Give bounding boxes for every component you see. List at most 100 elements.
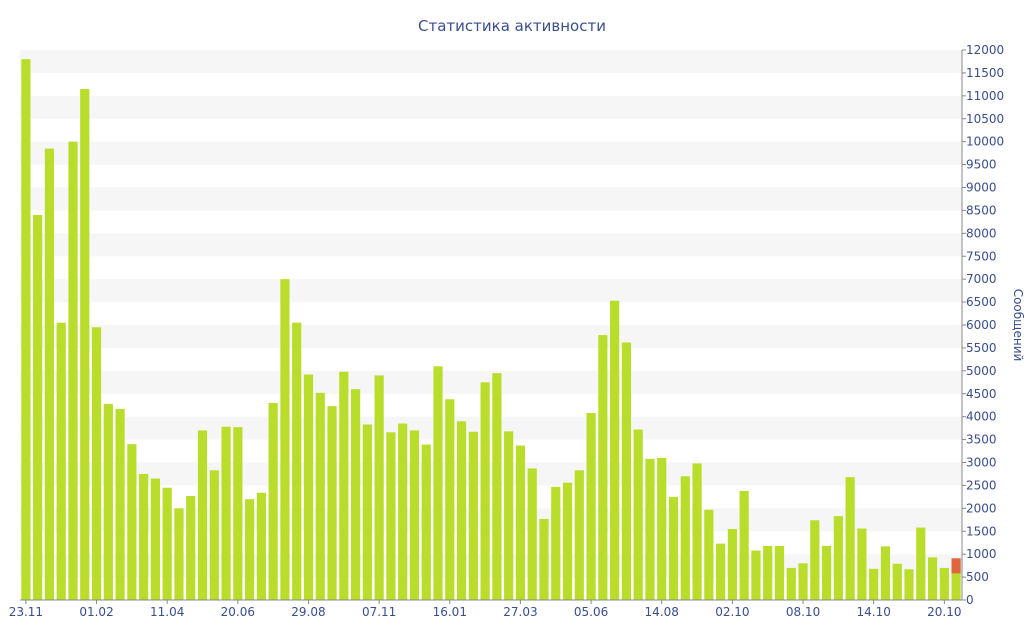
bar [704,509,714,600]
x-tick-label: 20.10 [927,605,961,619]
bar [810,520,820,600]
bar [833,516,843,601]
bar [268,402,278,600]
bar [56,322,66,600]
y-tick-label: 3500 [966,433,997,447]
bar [586,413,596,600]
bar [621,342,631,600]
x-tick-label: 11.04 [150,605,184,619]
y-tick-label: 5500 [966,341,997,355]
bar [33,215,43,600]
chart-title: Статистика активности [418,17,606,35]
bar [186,495,196,600]
y-tick-labels: 0 500 1000 1500 2000 2500 3000 3500 4000 4500 5000… [962,43,1004,607]
bar [80,88,90,601]
bar [21,59,31,601]
grid-bands [20,50,962,578]
grid-band [20,370,962,394]
bar [857,528,867,600]
x-tick-labels: 23.11 01.02 11.04 20.06 29.08 07.11 16.01 27.03… [9,600,962,619]
bar [209,470,219,600]
bar [421,444,431,601]
y-tick-label: 1500 [966,524,997,538]
y-tick-label: 5000 [966,364,997,378]
bar [91,327,102,600]
grid-band [20,187,962,211]
bar [233,427,243,600]
bar [927,557,938,601]
x-tick-label: 16.01 [433,605,467,619]
x-tick-label: 05.06 [574,605,608,619]
y-axis-label: Сообщений [1011,289,1024,362]
bar [774,545,785,600]
grid-band [20,141,962,165]
y-tick-label: 7500 [966,249,997,263]
bar [598,335,608,600]
bar [739,490,749,600]
y-tick-label: 12000 [966,43,1004,57]
bar [492,373,502,601]
bar [904,569,914,600]
y-tick-label: 1000 [966,547,997,561]
bar [786,567,796,600]
bar [44,148,55,601]
y-tick-label: 4000 [966,410,997,424]
bar [845,477,855,600]
bar [633,429,643,600]
bar [468,431,478,600]
bar [445,399,455,600]
bar [645,458,655,600]
bar [197,430,208,600]
bar [822,545,832,600]
y-tick-label: 8000 [966,226,997,240]
bar [680,476,690,600]
x-tick-label: 27.03 [503,605,537,619]
grid-band [20,233,962,257]
bar [103,403,113,600]
x-tick-label: 29.08 [291,605,325,619]
bar [456,421,467,600]
y-tick-label: 0 [966,593,974,607]
bar [798,563,808,600]
bar [562,482,573,600]
bar [256,492,266,600]
bar [245,499,255,600]
y-tick-label: 3000 [966,456,997,470]
grid-band [20,554,962,578]
bar [727,528,737,600]
bar [515,445,526,600]
bar [892,563,902,600]
bar [751,550,761,600]
bar [162,487,172,600]
bar [280,279,290,600]
y-tick-label: 6000 [966,318,997,332]
grid-band [20,325,962,348]
y-tick-label: 11000 [966,89,1004,103]
bar [409,430,420,600]
y-tick-label: 9500 [966,158,997,172]
x-tick-label: 20.06 [221,605,255,619]
y-tick-label: 11500 [966,66,1004,80]
bar [951,573,961,600]
bar-highlight [951,558,961,574]
x-tick-label: 23.11 [9,605,43,619]
x-tick-label: 14.08 [645,605,679,619]
bar [716,543,726,601]
bar [880,546,891,601]
bar [351,389,361,600]
bar [221,426,231,600]
bar [657,457,667,600]
grid-band [20,50,962,73]
bar [150,478,160,600]
bar [527,468,537,600]
bar [386,432,396,600]
x-tick-label: 07.11 [362,605,396,619]
bar [292,322,302,600]
y-tick-label: 10000 [966,135,1004,149]
bar [174,508,184,600]
grid-band [20,462,962,486]
grid-band [20,416,962,440]
bar [303,374,314,600]
